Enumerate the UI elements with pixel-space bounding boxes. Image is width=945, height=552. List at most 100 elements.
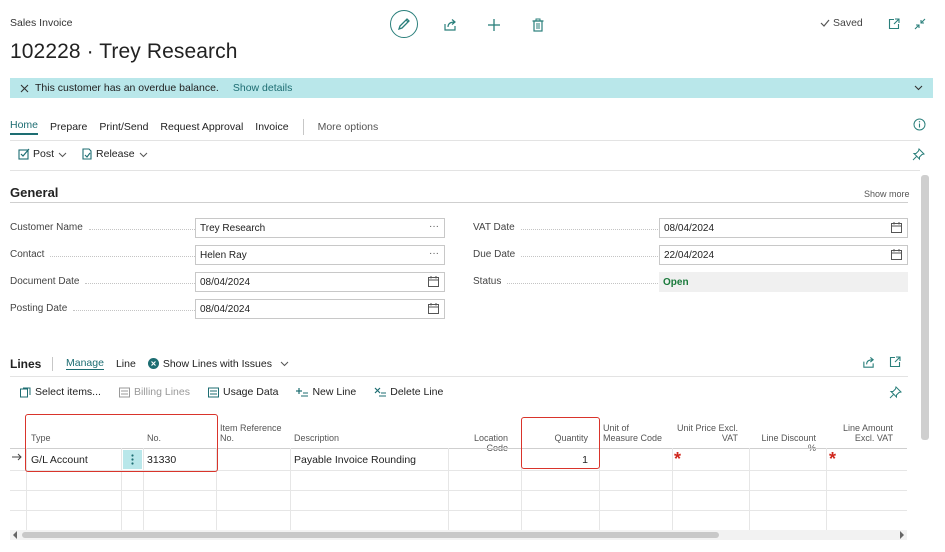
saved-label: Saved [833, 17, 863, 29]
share-icon [863, 356, 875, 368]
record-title: 102228 · Trey Research [10, 40, 238, 63]
row-quantity-cell[interactable]: 1 [582, 454, 588, 466]
tab-manage[interactable]: Manage [66, 357, 104, 370]
billing-lines-icon [118, 387, 130, 397]
column-header-unit-of-measure[interactable]: Unit of Measure Code [603, 423, 663, 443]
grid-column-divider [599, 448, 600, 530]
document-date-field[interactable]: 08/04/2024 [195, 272, 445, 292]
highlight-box-type-no [25, 414, 218, 472]
expand-icon [889, 356, 901, 368]
tab-request-approval[interactable]: Request Approval [160, 121, 244, 133]
required-indicator: * [829, 449, 837, 469]
row-arrow-icon[interactable] [12, 452, 23, 462]
release-button[interactable]: Release [81, 148, 135, 160]
select-items-button[interactable]: Select items... [20, 386, 101, 398]
tab-invoice[interactable]: Invoice [255, 121, 289, 133]
chevron-down-icon[interactable] [914, 83, 923, 92]
customer-name-field[interactable]: Trey Research ··· [195, 218, 445, 238]
column-header-line-amount[interactable]: Line Amount Excl. VAT [842, 423, 893, 443]
tab-prepare[interactable]: Prepare [50, 121, 88, 133]
lines-pin-button[interactable] [889, 386, 902, 399]
lines-expand-button[interactable] [889, 356, 901, 368]
vertical-scrollbar-thumb[interactable] [921, 175, 929, 440]
release-label: Release [96, 148, 135, 160]
tab-divider [302, 119, 304, 135]
post-label: Post [33, 148, 55, 160]
post-button[interactable]: Post [18, 148, 54, 160]
contact-field[interactable]: Helen Ray ··· [195, 245, 445, 265]
info-button[interactable] [913, 118, 926, 131]
column-header-description[interactable]: Description [294, 433, 340, 443]
notification-bar: This customer has an overdue balance. Sh… [10, 78, 933, 98]
calendar-icon[interactable] [428, 276, 439, 287]
new-line-button[interactable]: New Line [296, 386, 356, 398]
share-button[interactable] [440, 15, 460, 35]
tab-home[interactable]: Home [10, 119, 39, 135]
column-header-no[interactable]: No. [147, 433, 162, 443]
column-header-location-code[interactable]: Location Code [473, 433, 508, 453]
more-icon[interactable]: ··· [429, 248, 439, 259]
open-new-window-button[interactable] [886, 16, 902, 32]
lines-section-title[interactable]: Lines [10, 357, 42, 371]
edit-button[interactable] [390, 10, 418, 38]
posting-date-field[interactable]: 08/04/2024 [195, 299, 445, 319]
grid-column-divider [121, 448, 122, 530]
calendar-icon[interactable] [891, 249, 902, 260]
pin-button[interactable] [912, 148, 925, 161]
vertical-dots-icon [131, 454, 134, 465]
column-header-quantity[interactable]: Quantity [554, 433, 588, 443]
close-icon[interactable] [20, 84, 29, 93]
due-date-field[interactable]: 22/04/2024 [659, 245, 908, 265]
grid-row-divider [10, 490, 907, 491]
more-icon[interactable]: ··· [429, 221, 439, 232]
divider [10, 376, 908, 377]
lines-share-button[interactable] [862, 356, 875, 369]
grid-column-divider [749, 448, 750, 530]
select-items-label: Select items... [35, 386, 101, 398]
status-value: Open [659, 272, 908, 292]
chevron-down-icon[interactable] [58, 150, 67, 159]
calendar-icon[interactable] [428, 303, 439, 314]
show-more-link[interactable]: Show more [864, 189, 910, 199]
scroll-left-icon[interactable] [12, 531, 18, 539]
billing-lines-label: Billing Lines [133, 386, 190, 398]
delete-line-button[interactable]: Delete Line [374, 386, 443, 398]
required-indicator: * [674, 449, 682, 469]
usage-data-button[interactable]: Usage Data [208, 386, 278, 398]
new-button[interactable] [484, 15, 504, 35]
billing-lines-button[interactable]: Billing Lines [118, 386, 190, 398]
collapse-button[interactable] [912, 16, 928, 32]
general-section-title[interactable]: General [10, 185, 59, 200]
select-items-icon [20, 387, 31, 397]
row-description-cell[interactable]: Payable Invoice Rounding [294, 454, 417, 466]
divider [52, 357, 53, 371]
grid-column-divider [826, 448, 827, 530]
column-header-line-discount[interactable]: Line Discount % [761, 433, 816, 453]
column-header-item-reference[interactable]: Item Reference No. [220, 423, 282, 443]
usage-data-icon [208, 387, 219, 397]
tab-line[interactable]: Line [115, 357, 136, 370]
trash-icon [532, 18, 544, 32]
chevron-down-icon[interactable] [280, 359, 289, 368]
calendar-icon[interactable] [891, 222, 902, 233]
horizontal-scrollbar-thumb[interactable] [22, 532, 719, 538]
chevron-down-icon[interactable] [139, 150, 148, 159]
grid-column-divider [521, 448, 522, 530]
column-header-type[interactable]: Type [31, 433, 51, 443]
sub-actions: Post Release [18, 148, 162, 160]
row-menu-button[interactable] [123, 450, 142, 469]
collapse-icon [914, 18, 926, 30]
show-details-link[interactable]: Show details [232, 82, 293, 94]
delete-button[interactable] [528, 15, 548, 35]
grid-column-divider [672, 448, 673, 530]
more-options-button[interactable]: More options [317, 121, 379, 133]
tab-print-send[interactable]: Print/Send [99, 121, 149, 133]
divider [10, 140, 920, 141]
release-icon [82, 148, 92, 160]
row-no-cell[interactable]: 31330 [147, 454, 177, 466]
show-lines-with-issues-button[interactable]: Show Lines with Issues [147, 358, 272, 370]
scroll-right-icon[interactable] [899, 531, 905, 539]
row-type-cell[interactable]: G/L Account [31, 454, 88, 466]
column-header-unit-price[interactable]: Unit Price Excl. VAT [676, 423, 738, 443]
vat-date-field[interactable]: 08/04/2024 [659, 218, 908, 238]
